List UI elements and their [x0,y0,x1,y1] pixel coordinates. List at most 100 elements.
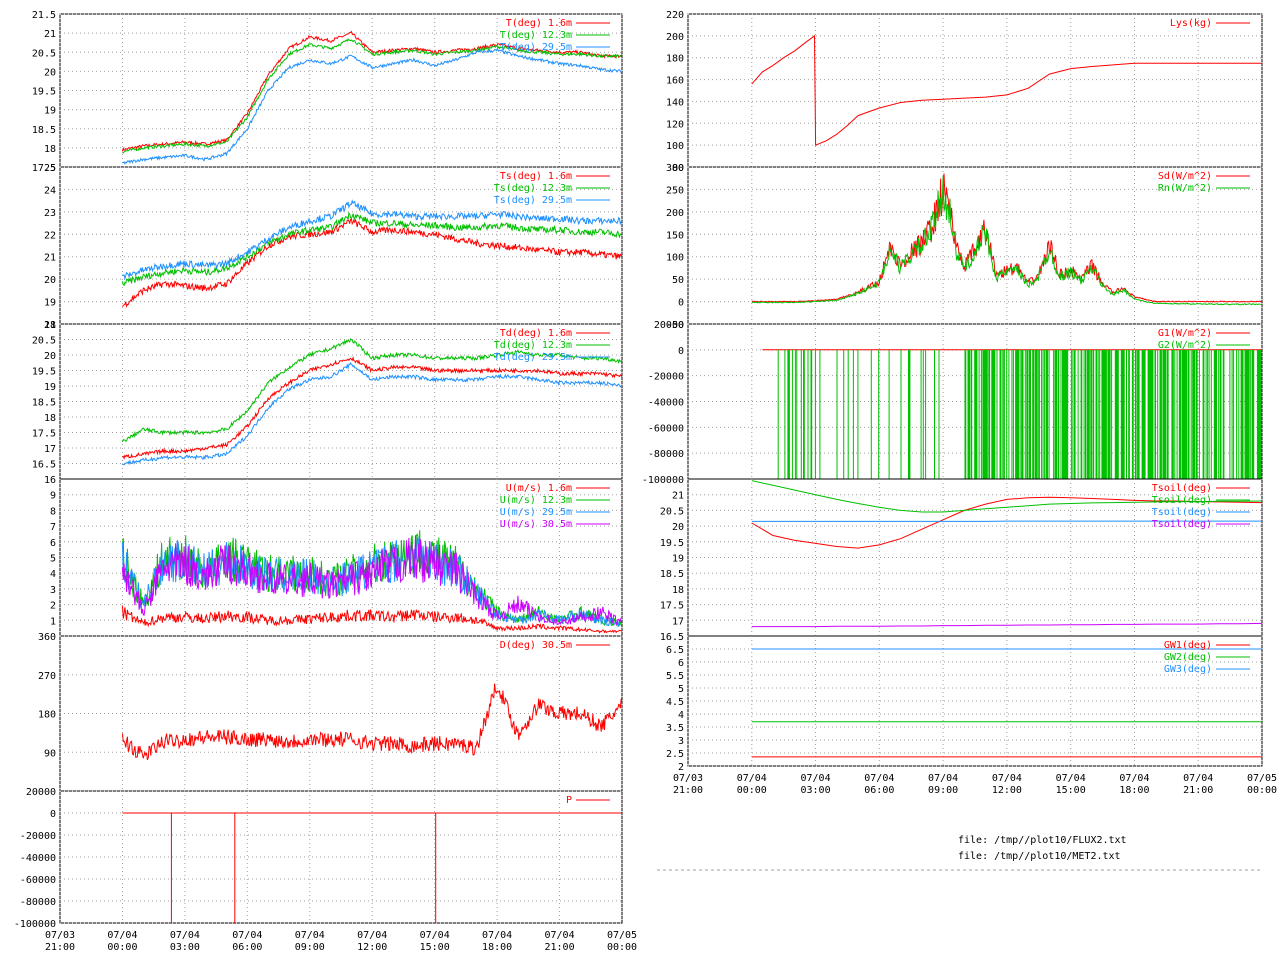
legend-label: Td(deg) 12.3m [494,340,572,351]
series-line [122,812,622,923]
x-tick-date: 07/04 [864,773,894,784]
y-tick-label: 21 [672,491,684,502]
panel-dir: 90 180 270 360 D(deg) 30.5m [38,632,623,792]
y-tick-label: 150 [666,230,684,241]
x-tick-time: 21:00 [673,785,703,796]
plot-area [751,34,1262,146]
x-tick-date: 07/04 [1183,773,1213,784]
x-tick-date: 07/04 [545,930,575,941]
legend-label: Tsoil(deg) [1152,495,1212,506]
series-line [121,605,622,634]
legend-label: Ts(deg) 29.5m [494,195,572,206]
x-tick-time: 09:00 [928,785,958,796]
y-tick-label: 120 [666,119,684,130]
y-tick-label: 250 [666,185,684,196]
x-tick-date: 07/03 [45,930,75,941]
legend-label: Ts(deg) 12.3m [494,183,572,194]
legend-label: U(m/s) 1.6m [506,483,572,494]
x-tick-time: 12:00 [357,942,387,953]
x-tick-time: 06:00 [232,942,262,953]
series-line [751,622,1262,628]
x-tick-date: 07/04 [295,930,325,941]
y-tick-label: 17 [672,616,684,627]
x-tick-time: 18:00 [482,942,512,953]
x-tick-time: 18:00 [1119,785,1149,796]
y-tick-label: 300 [666,163,684,174]
y-tick-label: 180 [666,54,684,65]
footer-file-flux: file: /tmp//plot10/FLUX2.txt [958,835,1127,846]
series-line [122,361,622,466]
legend-label: T(deg) 12.3m [500,30,572,41]
panel-lys: 80 100 120 140 160 180 200 220 Lys(kg) [666,10,1263,174]
x-tick-date: 07/04 [357,930,387,941]
x-tick-date: 07/04 [1056,773,1086,784]
plot-area [751,480,1262,628]
y-tick-label: 3 [678,736,684,747]
y-tick-label: 19.5 [32,367,56,378]
y-tick-label: 24 [44,185,56,196]
panel-frame [687,13,1263,168]
y-tick-label: -40000 [648,398,684,409]
x-tick-time: 03:00 [801,785,831,796]
legend-label: GW2(deg) [1164,652,1212,663]
y-tick-label: 0 [678,346,684,357]
x-tick-time: 12:00 [992,785,1022,796]
y-tick-label: 18.5 [32,398,56,409]
y-tick-label: 200 [666,208,684,219]
x-tick-date: 07/03 [673,773,703,784]
footer-file-met: file: /tmp//plot10/MET2.txt [958,851,1121,862]
y-tick-label: 50 [672,275,684,286]
y-tick-label: 18 [44,144,56,155]
plot-area [121,338,622,466]
y-tick-label: 80 [672,163,684,174]
y-tick-label: 20.5 [32,48,56,59]
legend-label: G2(W/m^2) [1158,340,1212,351]
x-tick-time: 00:00 [737,785,767,796]
x-tick-time: 21:00 [545,942,575,953]
panel-gw: 07/0321:0007/0400:0007/0403:0007/0406:00… [666,635,1277,796]
x-tick-time: 21:00 [1183,785,1213,796]
y-tick-label: 19.5 [660,538,684,549]
y-tick-label: 21 [44,29,56,40]
x-tick-date: 07/04 [482,930,512,941]
x-tick-date: 07/05 [607,930,637,941]
legend-label: Td(deg) 1.6m [500,328,572,339]
y-tick-label: 9 [50,491,56,502]
x-tick-date: 07/04 [801,773,831,784]
y-tick-label: 3.5 [666,723,684,734]
y-tick-label: 200 [666,32,684,43]
y-tick-label: 180 [38,710,56,721]
y-tick-label: 19 [44,298,56,309]
y-tick-label: 3 [50,585,56,596]
y-tick-label: 6 [50,538,56,549]
y-tick-label: 160 [666,76,684,87]
series-line [122,38,622,154]
series-line [751,176,1262,306]
y-tick-label: 100 [666,253,684,264]
y-tick-label: 6.5 [666,645,684,656]
panel-tsoil: 16.5 17 17.5 18 18.5 19 19.5 20 20.5 21 Tsoil(deg)… [660,478,1263,643]
x-tick-date: 07/04 [107,930,137,941]
x-tick-date: 07/04 [420,930,450,941]
x-tick-date: 07/04 [1119,773,1149,784]
x-tick-time: 15:00 [420,942,450,953]
panel-g: -100000 -80000 -60000 -40000 -20000 0 20000 G1(… [642,320,1263,486]
y-tick-label: 17 [44,444,56,455]
legend-label: Tsoil(deg) [1152,519,1212,530]
y-tick-label: 20.5 [660,506,684,517]
y-tick-label: 25 [44,163,56,174]
y-tick-label: 18.5 [32,125,56,136]
series-line [751,480,1262,513]
legend-label: U(m/s) 29.5m [500,507,572,518]
legend-label: T(deg) 29.5m [500,42,572,53]
y-tick-label: 22 [44,230,56,241]
y-tick-label: -60000 [20,875,56,886]
y-tick-label: 21.5 [32,10,56,21]
y-tick-label: 19 [672,554,684,565]
y-tick-label: 20 [44,351,56,362]
legend-label: Rn(W/m^2) [1158,183,1212,194]
x-tick-date: 07/04 [928,773,958,784]
series-line [122,217,622,308]
legend-label: GW1(deg) [1164,640,1212,651]
plot-area [122,812,622,923]
